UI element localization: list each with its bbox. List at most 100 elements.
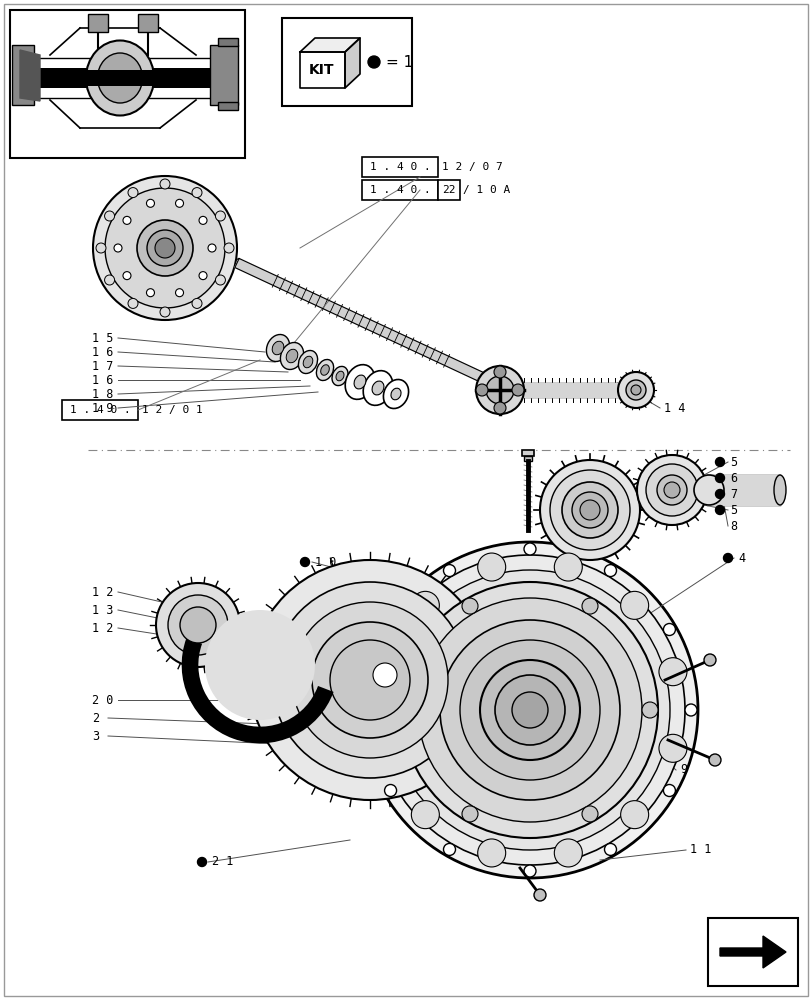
Circle shape <box>512 384 523 396</box>
Text: 7: 7 <box>729 488 736 500</box>
Ellipse shape <box>354 375 366 389</box>
Ellipse shape <box>332 366 348 386</box>
Bar <box>20 68 234 88</box>
Bar <box>281 18 411 106</box>
Circle shape <box>663 784 675 796</box>
Circle shape <box>479 660 579 760</box>
Circle shape <box>475 366 523 414</box>
Circle shape <box>105 188 225 308</box>
Text: 5: 5 <box>729 456 736 468</box>
Ellipse shape <box>285 349 298 363</box>
Ellipse shape <box>280 342 303 370</box>
Circle shape <box>486 376 513 404</box>
Circle shape <box>625 380 646 400</box>
Circle shape <box>663 482 679 498</box>
Circle shape <box>617 372 653 408</box>
Polygon shape <box>20 50 40 101</box>
Circle shape <box>636 455 706 525</box>
Circle shape <box>367 56 380 68</box>
Text: 8: 8 <box>729 520 736 532</box>
Circle shape <box>579 500 599 520</box>
Circle shape <box>477 839 505 867</box>
Circle shape <box>554 553 581 581</box>
Circle shape <box>114 244 122 252</box>
Circle shape <box>241 618 255 632</box>
Ellipse shape <box>303 356 312 368</box>
Text: 6: 6 <box>729 472 736 485</box>
Text: 1 4: 1 4 <box>663 401 684 414</box>
Circle shape <box>512 692 547 728</box>
Polygon shape <box>523 383 620 397</box>
Text: 1 8: 1 8 <box>92 387 114 400</box>
Ellipse shape <box>298 350 317 374</box>
Bar <box>217 102 238 110</box>
Circle shape <box>389 570 669 850</box>
Ellipse shape <box>320 365 329 375</box>
Text: 22: 22 <box>442 185 455 195</box>
Ellipse shape <box>86 41 154 116</box>
Circle shape <box>714 458 723 466</box>
Circle shape <box>156 583 240 667</box>
Circle shape <box>411 801 439 829</box>
Text: 1 9: 1 9 <box>92 401 114 414</box>
Circle shape <box>363 704 375 716</box>
Text: 1 5: 1 5 <box>92 332 114 344</box>
Text: KIT: KIT <box>309 63 334 77</box>
Circle shape <box>272 582 467 778</box>
Circle shape <box>714 489 723 498</box>
Circle shape <box>411 591 439 619</box>
Ellipse shape <box>363 371 393 405</box>
Circle shape <box>175 199 183 207</box>
Circle shape <box>250 560 489 800</box>
Circle shape <box>646 464 697 516</box>
Circle shape <box>401 702 418 718</box>
Text: 1 2 / 0 1: 1 2 / 0 1 <box>142 405 203 415</box>
Circle shape <box>663 624 675 636</box>
Text: 1 1: 1 1 <box>689 843 710 856</box>
Circle shape <box>155 238 175 258</box>
Bar <box>88 14 108 32</box>
Bar <box>217 38 238 46</box>
Polygon shape <box>345 38 359 88</box>
Circle shape <box>554 839 581 867</box>
Circle shape <box>703 654 715 666</box>
Circle shape <box>137 220 193 276</box>
Circle shape <box>372 663 397 687</box>
Polygon shape <box>706 475 779 505</box>
Circle shape <box>723 554 732 562</box>
Text: 1 6: 1 6 <box>92 373 114 386</box>
Circle shape <box>215 211 225 221</box>
Circle shape <box>475 384 487 396</box>
Circle shape <box>581 806 597 822</box>
Circle shape <box>199 216 207 224</box>
Circle shape <box>191 298 202 308</box>
Circle shape <box>93 176 237 320</box>
Bar <box>362 157 437 177</box>
Circle shape <box>199 272 207 280</box>
Bar <box>10 10 245 158</box>
Ellipse shape <box>390 388 401 400</box>
Ellipse shape <box>773 475 785 505</box>
Circle shape <box>175 289 183 297</box>
Bar <box>362 180 437 200</box>
Circle shape <box>493 402 505 414</box>
Circle shape <box>714 474 723 483</box>
Circle shape <box>105 211 114 221</box>
Circle shape <box>384 624 396 636</box>
Circle shape <box>523 865 535 877</box>
Circle shape <box>443 565 455 577</box>
Circle shape <box>460 640 599 780</box>
Circle shape <box>714 506 723 514</box>
Text: 2: 2 <box>92 712 99 724</box>
Bar <box>210 45 238 105</box>
Circle shape <box>362 542 697 878</box>
Circle shape <box>168 595 228 655</box>
Circle shape <box>204 610 315 720</box>
Bar <box>42 70 210 86</box>
Text: 3: 3 <box>92 730 99 742</box>
Circle shape <box>105 275 114 285</box>
Bar <box>138 14 158 32</box>
Text: 2 1: 2 1 <box>212 855 233 868</box>
Text: 1 . 4 0 .: 1 . 4 0 . <box>70 405 131 415</box>
Circle shape <box>372 658 401 686</box>
